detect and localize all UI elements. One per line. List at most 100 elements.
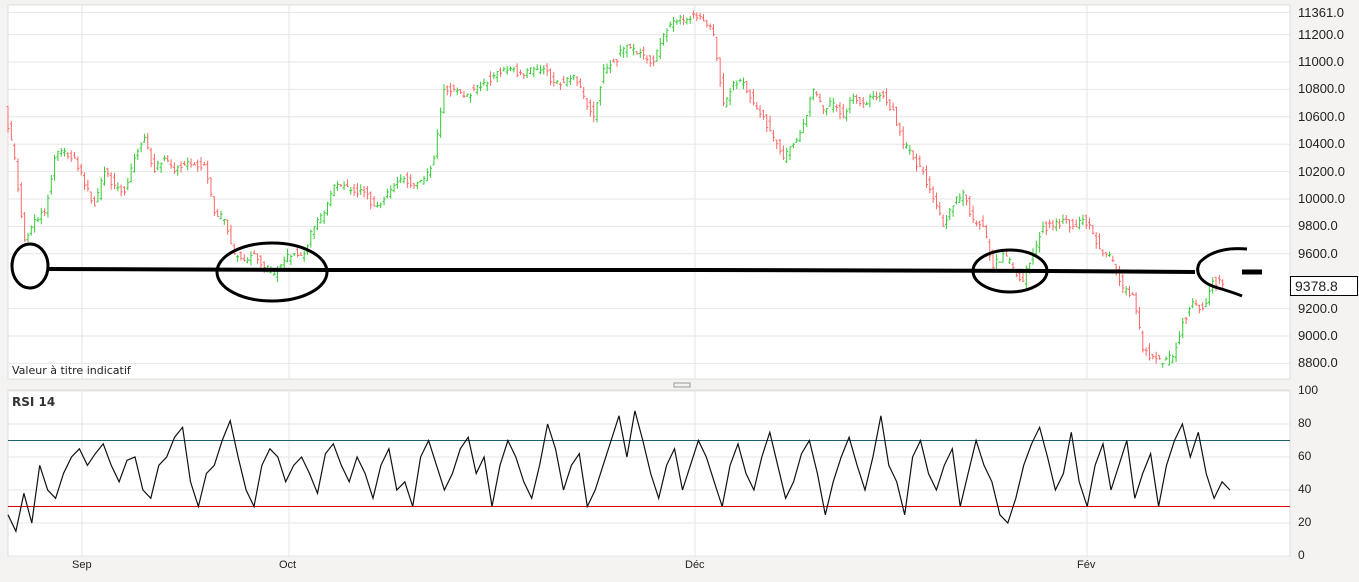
candle <box>33 214 37 233</box>
candle <box>831 97 835 113</box>
candle <box>13 143 17 161</box>
candle <box>186 157 190 171</box>
candle <box>465 93 469 97</box>
candle <box>1134 292 1138 315</box>
candle <box>568 75 572 86</box>
candle <box>492 72 496 80</box>
candle <box>1074 219 1078 228</box>
candle <box>934 192 938 210</box>
candle <box>202 161 206 166</box>
candle <box>901 126 905 150</box>
candle <box>642 46 646 60</box>
candle <box>512 66 516 73</box>
candle <box>595 102 599 123</box>
candle <box>718 57 722 87</box>
candle <box>974 220 978 227</box>
candle <box>562 75 566 84</box>
candle <box>322 210 326 224</box>
candle <box>399 174 403 184</box>
candle <box>112 172 116 190</box>
price-tick-label: 9200.0 <box>1298 300 1338 316</box>
candle <box>708 23 712 30</box>
candle <box>1197 304 1201 314</box>
candle <box>196 159 200 172</box>
candle <box>172 162 176 175</box>
indicative-value-note: Valeur à titre indicatif <box>12 364 131 377</box>
candle <box>548 68 552 86</box>
candle <box>1098 233 1102 250</box>
candle <box>755 102 759 110</box>
candle <box>462 90 466 98</box>
candle <box>721 72 725 106</box>
candle <box>961 189 965 207</box>
candle <box>56 150 60 161</box>
candle <box>738 78 742 83</box>
candle <box>409 174 413 188</box>
candle <box>429 165 433 178</box>
candle <box>625 44 629 58</box>
price-tick-label: 10200.0 <box>1298 163 1345 179</box>
candle <box>725 97 729 108</box>
candle <box>302 250 306 262</box>
candle <box>319 213 323 224</box>
candle <box>19 182 23 219</box>
candle <box>1084 214 1088 229</box>
candle <box>1177 331 1181 345</box>
candle <box>132 153 136 173</box>
candle <box>419 180 423 183</box>
candle <box>489 71 493 86</box>
x-tick-label: Sep <box>72 559 92 571</box>
candle <box>938 202 942 216</box>
candle <box>518 69 522 76</box>
candle <box>715 36 719 62</box>
candle <box>895 106 899 126</box>
candle <box>578 78 582 89</box>
candle <box>192 161 196 166</box>
candle <box>981 215 985 228</box>
candle <box>189 158 193 168</box>
candle <box>805 114 809 128</box>
candle <box>735 80 739 90</box>
candle <box>525 68 529 78</box>
candle <box>1194 299 1198 306</box>
candle <box>871 90 875 100</box>
candle <box>1164 356 1168 361</box>
candle <box>119 184 123 197</box>
candle <box>1191 298 1195 309</box>
candle <box>855 94 859 104</box>
panel-resize-handle[interactable] <box>673 382 691 388</box>
candle <box>1121 274 1125 294</box>
candle <box>402 176 406 184</box>
rsi-tick-label: 100 <box>1298 383 1319 397</box>
candle <box>389 185 393 199</box>
candle <box>1081 214 1085 226</box>
price-tick-label: 10600.0 <box>1298 108 1345 124</box>
candle <box>86 179 90 192</box>
candle <box>768 115 772 132</box>
rsi-panel <box>7 389 1291 557</box>
circle-annotation <box>10 242 50 290</box>
candle <box>728 87 732 106</box>
candle <box>485 81 489 92</box>
candle <box>1011 262 1015 270</box>
candle <box>1038 231 1042 253</box>
candle <box>469 93 473 103</box>
candle <box>502 66 506 72</box>
candle <box>868 94 872 108</box>
candle <box>891 102 895 111</box>
candle <box>745 80 749 94</box>
candle <box>1124 286 1128 296</box>
candle <box>69 150 73 162</box>
candle <box>349 186 353 195</box>
candle <box>352 184 356 196</box>
candle <box>159 162 163 173</box>
candle <box>585 97 589 110</box>
candle <box>422 175 426 185</box>
candle <box>1001 252 1005 263</box>
candle <box>109 172 113 190</box>
candle <box>705 19 709 28</box>
candle <box>628 43 632 50</box>
candle <box>618 45 622 57</box>
candle <box>638 48 642 58</box>
